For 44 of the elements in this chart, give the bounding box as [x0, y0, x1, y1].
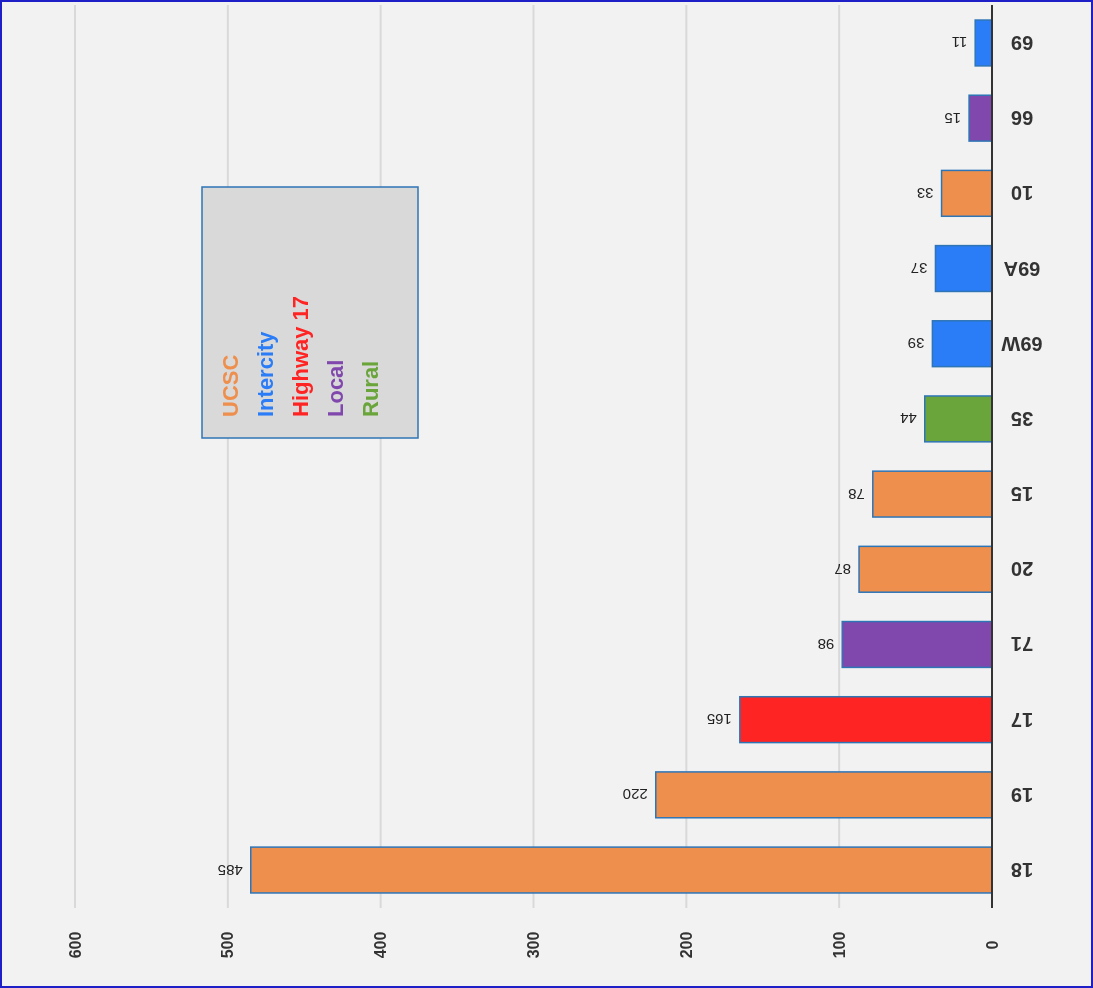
x-tick-label: 300 — [525, 931, 542, 959]
bar — [655, 771, 993, 819]
data-label: 33 — [916, 184, 934, 202]
bar — [872, 470, 993, 518]
y-tick-label: 69W — [1001, 332, 1043, 355]
y-tick-label: 19 — [1010, 783, 1034, 806]
y-tick-label: 69A — [1003, 257, 1041, 280]
x-tick-label: 100 — [830, 931, 848, 959]
bar — [968, 94, 993, 142]
bar — [934, 244, 993, 293]
data-label: 44 — [900, 410, 917, 428]
data-label: 220 — [622, 786, 648, 804]
x-tick-label: 200 — [677, 931, 695, 959]
x-tick-label: 500 — [219, 931, 237, 959]
y-tick-label: 15 — [1010, 483, 1034, 506]
bar — [841, 620, 993, 669]
x-tick-label: 0 — [983, 940, 1001, 950]
y-tick-label: 35 — [1010, 407, 1034, 430]
data-label: 39 — [907, 335, 925, 353]
y-tick-label: 20 — [1010, 558, 1034, 581]
y-tick-label: 18 — [1010, 859, 1034, 882]
data-label: 98 — [817, 635, 835, 653]
data-label: 87 — [834, 560, 852, 578]
bar — [924, 395, 993, 443]
y-tick-label: 10 — [1010, 182, 1034, 205]
bar — [940, 169, 993, 218]
data-label: 15 — [944, 109, 962, 127]
y-tick-label: 71 — [1010, 633, 1034, 656]
data-label: 37 — [910, 260, 928, 278]
y-tick-label: 17 — [1010, 708, 1034, 731]
y-tick-label: 66 — [1010, 107, 1034, 130]
bar — [974, 19, 993, 67]
bar — [739, 695, 993, 744]
data-label: 11 — [951, 34, 968, 52]
bar — [250, 846, 993, 894]
data-label: 78 — [848, 485, 865, 503]
data-label: 165 — [706, 711, 732, 729]
x-tick-label: 600 — [66, 931, 84, 959]
legend: UCSC Intercity Highway 17 Local Rural — [201, 186, 419, 439]
data-label: 485 — [217, 861, 243, 879]
x-tick-label: 400 — [372, 931, 390, 959]
y-tick-label: 69 — [1010, 31, 1034, 54]
bar — [858, 545, 993, 593]
bar — [931, 320, 993, 368]
